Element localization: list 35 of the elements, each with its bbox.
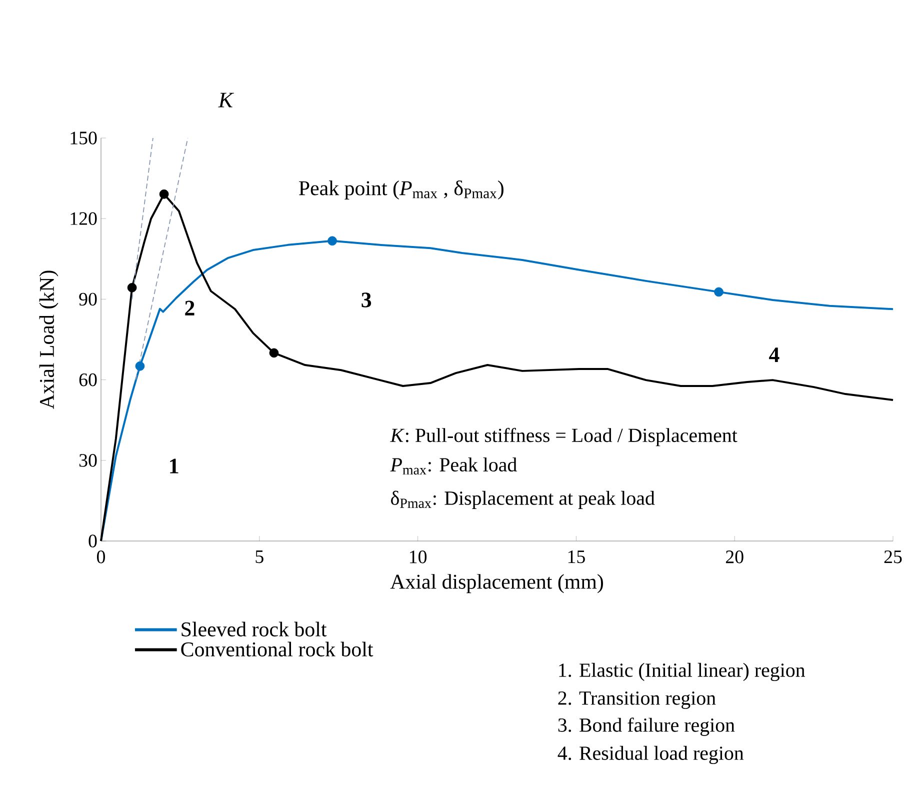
text: 1. Elastic (Initial linear) region xyxy=(559,662,806,682)
annotation: Peak point (P$_{max}$ , δ$_{Pmax}$) xyxy=(299,180,504,200)
annotation: δ$_{Pmax}$: Displacement at peak load xyxy=(391,490,655,509)
x-tick-label: 15 xyxy=(568,550,585,564)
annotation: 2 xyxy=(185,300,194,316)
text: 2. Transition region xyxy=(558,691,716,709)
x-tick-label: 0 xyxy=(96,550,106,564)
point xyxy=(714,287,724,297)
y-tick-label: 90 xyxy=(79,292,97,306)
point xyxy=(127,282,137,292)
x-tick-label: 10 xyxy=(410,550,427,564)
y-axis-title: Axial Load (kN) xyxy=(39,270,58,410)
y-tick-label: 0 xyxy=(88,534,97,548)
x-tick-label: 20 xyxy=(726,550,744,564)
point xyxy=(135,361,145,371)
annotation: K: Pull-out stiffness = Load / Displacement xyxy=(390,428,738,446)
point xyxy=(159,189,169,199)
point xyxy=(328,236,337,246)
annotation: 3 xyxy=(362,292,372,308)
annotation: 4 xyxy=(769,348,780,362)
annotation: 1 xyxy=(170,458,178,474)
legend-label: Sleeved rock bolt xyxy=(182,622,327,636)
text: K xyxy=(218,92,234,108)
annotation: P$_{max}$: Peak load xyxy=(390,458,517,475)
x-axis-title: Axial displacement (mm) xyxy=(390,574,603,594)
x-tick-label: 5 xyxy=(256,550,264,564)
text: 4. Residual load region xyxy=(558,746,744,764)
legend-label: Conventional rock bolt xyxy=(181,642,374,656)
text: 3. Bond failure region xyxy=(558,718,735,736)
x-tick-label: 25 xyxy=(884,550,902,564)
y-tick-label: 60 xyxy=(79,373,97,386)
y-tick-label: 150 xyxy=(70,132,97,144)
y-tick-label: 30 xyxy=(79,454,97,467)
point xyxy=(269,348,279,358)
y-tick-label: 120 xyxy=(70,212,97,225)
